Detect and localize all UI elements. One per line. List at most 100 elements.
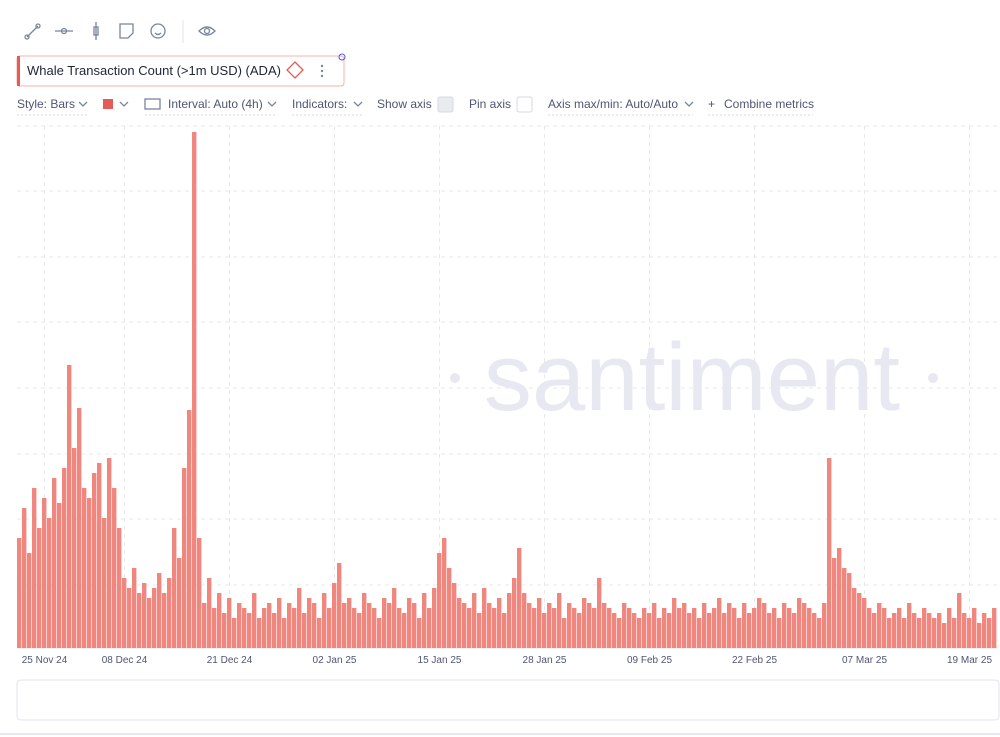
bar: [812, 613, 817, 648]
bar: [497, 598, 502, 648]
bar: [357, 613, 362, 648]
bar: [547, 603, 552, 648]
color-picker[interactable]: [103, 99, 113, 109]
x-tick-label: 09 Feb 25: [627, 655, 672, 666]
bar: [932, 618, 937, 648]
bar: [502, 613, 507, 648]
bar: [457, 598, 462, 648]
bar: [927, 613, 932, 648]
bar: [907, 603, 912, 648]
bar: [332, 583, 337, 648]
x-tick-label: 22 Feb 25: [732, 655, 777, 666]
bar: [72, 448, 77, 648]
settings-dot[interactable]: [338, 53, 346, 61]
bar: [437, 553, 442, 648]
bar: [207, 578, 212, 648]
bar: [937, 613, 942, 648]
bar: [372, 608, 377, 648]
bar: [237, 603, 242, 648]
bar: [127, 588, 132, 648]
bar: [22, 508, 27, 648]
bar: [517, 548, 522, 648]
axis-minmax-select[interactable]: Axis max/min: Auto/Auto: [548, 97, 678, 111]
bar: [687, 613, 692, 648]
x-tick-label: 21 Dec 24: [207, 655, 253, 666]
bar: [952, 618, 957, 648]
bar: [447, 568, 452, 648]
bar: [622, 603, 627, 648]
interval-select[interactable]: Interval: Auto (4h): [168, 97, 263, 111]
bar: [352, 608, 357, 648]
bar: [887, 618, 892, 648]
bar: [112, 488, 117, 648]
pin-axis-checkbox[interactable]: [516, 96, 533, 113]
style-select[interactable]: Style: Bars: [17, 97, 75, 111]
bar: [292, 608, 297, 648]
bar: [17, 538, 22, 648]
show-axis-checkbox[interactable]: [437, 96, 454, 113]
indicators-select[interactable]: Indicators:: [292, 97, 347, 111]
warning-icon[interactable]: [286, 61, 304, 79]
bar: [662, 608, 667, 648]
bar: [427, 608, 432, 648]
bar: [837, 548, 842, 648]
bar: [782, 603, 787, 648]
x-tick-label: 25 Nov 24: [22, 655, 68, 666]
bar: [32, 488, 37, 648]
bar: [387, 603, 392, 648]
bar: [27, 553, 32, 648]
bar: [377, 618, 382, 648]
x-tick-label: 15 Jan 25: [418, 655, 462, 666]
bar: [882, 608, 887, 648]
combine-metrics[interactable]: Combine metrics: [724, 97, 814, 111]
bar: [572, 608, 577, 648]
bar: [797, 598, 802, 648]
bar: [557, 593, 562, 648]
bar: [192, 132, 197, 648]
bar: [172, 528, 177, 648]
drawing-tools[interactable]: [24, 20, 216, 43]
bar: [777, 618, 782, 648]
bar: [867, 608, 872, 648]
bar: [637, 618, 642, 648]
bar: [412, 603, 417, 648]
bar: [217, 593, 222, 648]
bar: [382, 598, 387, 648]
bar: [592, 608, 597, 648]
bar: [322, 593, 327, 648]
bar: [417, 618, 422, 648]
bar: [277, 598, 282, 648]
bar: [287, 603, 292, 648]
bar: [252, 593, 257, 648]
bar: [737, 618, 742, 648]
bar: [787, 608, 792, 648]
bar: [467, 608, 472, 648]
bar: [512, 578, 517, 648]
bar: [227, 598, 232, 648]
bar: [317, 618, 322, 648]
bar: [552, 608, 557, 648]
bar: [672, 598, 677, 648]
bar: [982, 613, 987, 648]
bar: [117, 528, 122, 648]
bar: [337, 563, 342, 648]
bar: [187, 410, 192, 648]
bar: [62, 468, 67, 648]
navigator[interactable]: [16, 679, 1000, 721]
bar: [397, 608, 402, 648]
bar: [972, 608, 977, 648]
bar: [607, 608, 612, 648]
bar: [232, 618, 237, 648]
bar: [617, 618, 622, 648]
bar: [182, 468, 187, 648]
bar: [852, 588, 857, 648]
bar: [222, 613, 227, 648]
settings-row: Style: Bars Interval: Auto (4h) Indicato…: [17, 96, 814, 116]
bar: [892, 613, 897, 648]
bar: [527, 603, 532, 648]
bar: [702, 603, 707, 648]
bar: [492, 608, 497, 648]
bar: [537, 598, 542, 648]
